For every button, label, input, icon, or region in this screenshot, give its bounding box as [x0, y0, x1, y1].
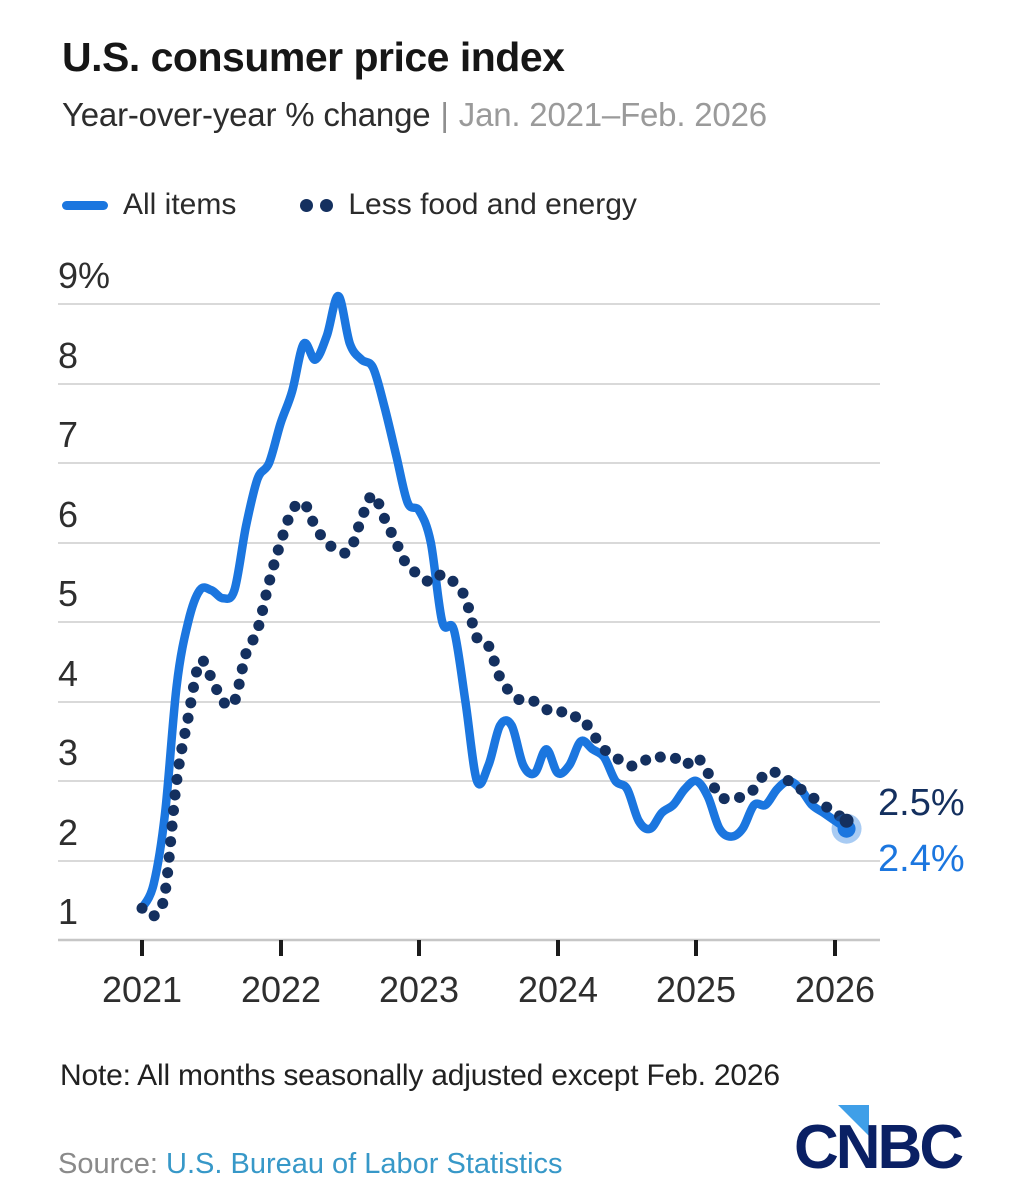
xtick-2022: 2022 [241, 969, 321, 1010]
end-value-core: 2.5% [878, 782, 965, 824]
xtick-2025: 2025 [656, 969, 736, 1010]
chart-area: 9% 8 7 6 5 4 3 2 1 2021 2022 2023 2024 2… [0, 240, 1012, 1010]
xtick-2026: 2026 [795, 969, 875, 1010]
cnbc-wordmark: CNBC [794, 1113, 964, 1182]
ytick-1: 1 [58, 891, 78, 932]
chart-subtitle: Year-over-year % change | Jan. 2021–Feb. 2… [62, 96, 767, 134]
xtick-2021: 2021 [102, 969, 182, 1010]
subtitle-date-range: Jan. 2021–Feb. 2026 [458, 96, 767, 133]
source-link[interactable]: U.S. Bureau of Labor Statistics [166, 1148, 563, 1180]
legend-item-core: Less food and energy [300, 188, 637, 222]
cpi-line-chart: 9% 8 7 6 5 4 3 2 1 2021 2022 2023 2024 2… [58, 255, 965, 1010]
ytick-9: 9% [58, 255, 110, 296]
all-items-line [137, 291, 851, 913]
xtick-2024: 2024 [518, 969, 598, 1010]
ytick-2: 2 [58, 812, 78, 853]
ytick-8: 8 [58, 335, 78, 376]
all-items-line-swatch [62, 200, 108, 210]
source-label: Source: [58, 1148, 158, 1180]
legend-label-core: Less food and energy [348, 188, 637, 221]
source-line: Source: U.S. Bureau of Labor Statistics [58, 1148, 563, 1181]
legend-label-all-items: All items [123, 188, 237, 221]
ytick-3: 3 [58, 732, 78, 773]
cnbc-logo: CNBC [794, 1105, 974, 1184]
core-end-dot [839, 813, 854, 828]
chart-legend: All items Less food and energy [62, 188, 637, 222]
page-title: U.S. consumer price index [62, 34, 565, 80]
xtick-2023: 2023 [379, 969, 459, 1010]
ytick-6: 6 [58, 494, 78, 535]
core-dotted-swatch [300, 198, 334, 212]
ytick-7: 7 [58, 414, 78, 455]
core-dotted-line [136, 489, 853, 922]
ytick-4: 4 [58, 653, 78, 694]
chart-note: Note: All months seasonally adjusted exc… [60, 1059, 780, 1092]
subtitle-measure: Year-over-year % change [62, 96, 431, 133]
legend-item-all-items: All items [62, 188, 236, 222]
subtitle-separator: | [440, 96, 449, 133]
end-value-all-items: 2.4% [878, 838, 965, 880]
ytick-5: 5 [58, 573, 78, 614]
